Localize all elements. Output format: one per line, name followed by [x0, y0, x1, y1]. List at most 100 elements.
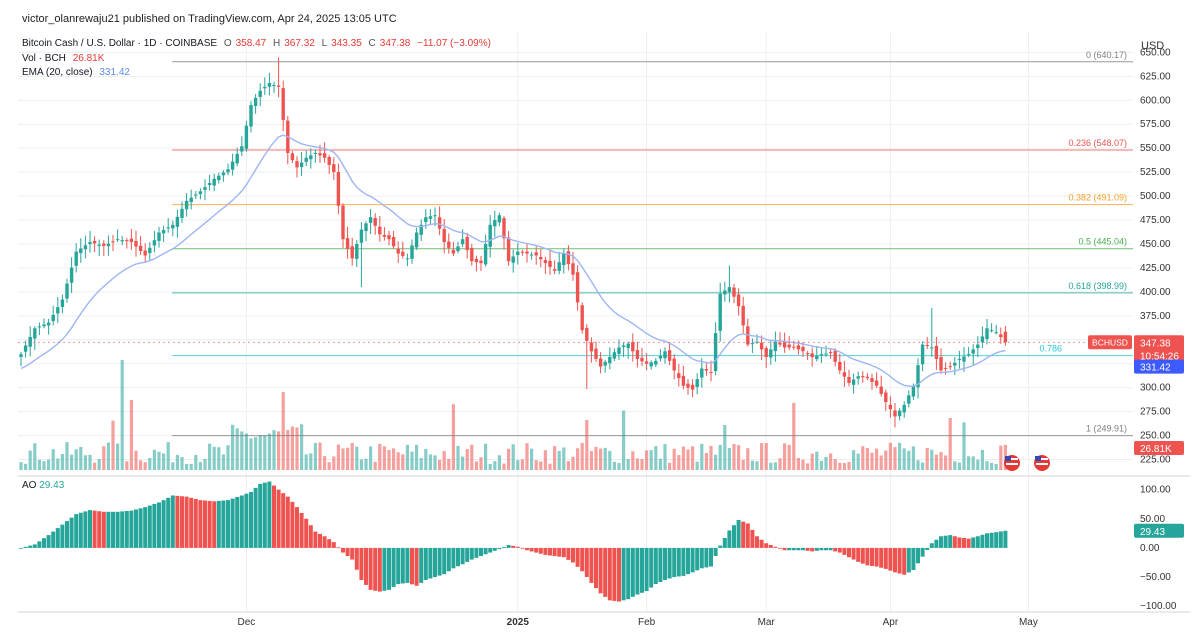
- ao-bar[interactable]: [97, 511, 102, 548]
- ao-bar[interactable]: [557, 547, 562, 557]
- ao-bar[interactable]: [916, 547, 920, 564]
- ao-bar[interactable]: [19, 547, 23, 549]
- candle[interactable]: [778, 342, 782, 345]
- candle[interactable]: [828, 352, 833, 354]
- candle[interactable]: [184, 200, 189, 210]
- candle[interactable]: [925, 344, 929, 347]
- ao-bar[interactable]: [318, 533, 322, 548]
- ao-bar[interactable]: [341, 547, 345, 553]
- ao-bar[interactable]: [745, 523, 750, 548]
- ao-bar[interactable]: [791, 547, 796, 551]
- candle[interactable]: [23, 345, 28, 352]
- candle[interactable]: [713, 333, 718, 372]
- candle[interactable]: [244, 125, 249, 149]
- candle[interactable]: [608, 357, 612, 364]
- ao-bar[interactable]: [842, 547, 847, 555]
- ao-bar[interactable]: [111, 511, 115, 548]
- ao-bar[interactable]: [782, 547, 787, 551]
- ao-bar[interactable]: [216, 500, 221, 548]
- candle[interactable]: [677, 373, 681, 379]
- candle[interactable]: [750, 343, 755, 345]
- ao-bar[interactable]: [649, 547, 654, 588]
- ao-bar[interactable]: [828, 547, 833, 551]
- candle[interactable]: [474, 258, 479, 263]
- candle[interactable]: [520, 251, 525, 253]
- candle[interactable]: [33, 328, 37, 339]
- candle[interactable]: [621, 345, 626, 348]
- candle[interactable]: [447, 241, 451, 248]
- ao-bar[interactable]: [276, 489, 281, 548]
- ao-bar[interactable]: [189, 497, 194, 548]
- candle[interactable]: [957, 358, 962, 361]
- ao-bar[interactable]: [667, 547, 672, 579]
- candle[interactable]: [161, 229, 166, 234]
- ao-bar[interactable]: [989, 532, 994, 548]
- ao-bar[interactable]: [382, 547, 387, 591]
- candle[interactable]: [654, 360, 658, 365]
- candle[interactable]: [736, 294, 741, 307]
- candle[interactable]: [686, 383, 690, 388]
- candle[interactable]: [350, 246, 354, 259]
- candle[interactable]: [819, 354, 824, 356]
- candle[interactable]: [355, 243, 359, 259]
- ao-bar[interactable]: [709, 547, 713, 567]
- ao-bar[interactable]: [492, 547, 497, 551]
- ao-bar[interactable]: [101, 511, 106, 548]
- ao-bar[interactable]: [640, 547, 644, 593]
- ao-bar[interactable]: [888, 547, 893, 571]
- candle[interactable]: [88, 242, 92, 245]
- ao-bar[interactable]: [658, 547, 663, 582]
- candle[interactable]: [897, 410, 902, 417]
- ao-bar[interactable]: [262, 482, 267, 548]
- ao-bar[interactable]: [980, 534, 985, 548]
- ao-bar[interactable]: [304, 518, 309, 548]
- ao-bar[interactable]: [419, 547, 424, 583]
- candle[interactable]: [309, 155, 313, 160]
- ao-bar[interactable]: [727, 530, 732, 548]
- candle[interactable]: [42, 324, 46, 327]
- ao-bar[interactable]: [732, 525, 736, 548]
- candle[interactable]: [221, 172, 226, 176]
- candle[interactable]: [939, 357, 943, 371]
- ao-bar[interactable]: [488, 547, 493, 553]
- ao-bar[interactable]: [741, 521, 746, 548]
- ao-bar[interactable]: [805, 547, 810, 551]
- candle[interactable]: [865, 376, 870, 379]
- candle[interactable]: [345, 238, 350, 249]
- ao-bar[interactable]: [184, 496, 189, 548]
- ao-bar[interactable]: [663, 547, 667, 580]
- candle[interactable]: [433, 215, 437, 217]
- ao-bar[interactable]: [755, 536, 759, 548]
- ao-bar[interactable]: [129, 510, 134, 548]
- candle[interactable]: [585, 327, 589, 341]
- candle[interactable]: [525, 251, 529, 254]
- candle[interactable]: [102, 243, 106, 246]
- ao-bar[interactable]: [249, 491, 253, 548]
- candle[interactable]: [681, 375, 686, 386]
- us-flag-icon[interactable]: [1004, 455, 1020, 471]
- candle[interactable]: [19, 354, 23, 358]
- candle[interactable]: [373, 218, 377, 226]
- ao-bar[interactable]: [787, 547, 792, 551]
- ao-bar[interactable]: [327, 539, 332, 548]
- candle[interactable]: [451, 249, 456, 254]
- candle[interactable]: [148, 247, 152, 254]
- candle[interactable]: [989, 330, 994, 332]
- candle[interactable]: [934, 345, 939, 359]
- ao-bar[interactable]: [345, 547, 350, 557]
- candle[interactable]: [966, 354, 971, 356]
- ao-bar[interactable]: [235, 497, 240, 548]
- ao-bar[interactable]: [42, 538, 46, 548]
- ao-bar[interactable]: [612, 547, 617, 601]
- ao-bar[interactable]: [497, 547, 502, 550]
- ao-bar[interactable]: [957, 537, 962, 548]
- candle[interactable]: [709, 371, 713, 373]
- ao-bar[interactable]: [971, 537, 976, 548]
- candle[interactable]: [851, 379, 856, 385]
- ao-bar[interactable]: [203, 500, 207, 548]
- ao-bar[interactable]: [584, 547, 589, 578]
- ao-bar[interactable]: [534, 547, 539, 553]
- candle[interactable]: [943, 368, 948, 370]
- ao-bar[interactable]: [814, 547, 819, 551]
- candle[interactable]: [824, 353, 828, 355]
